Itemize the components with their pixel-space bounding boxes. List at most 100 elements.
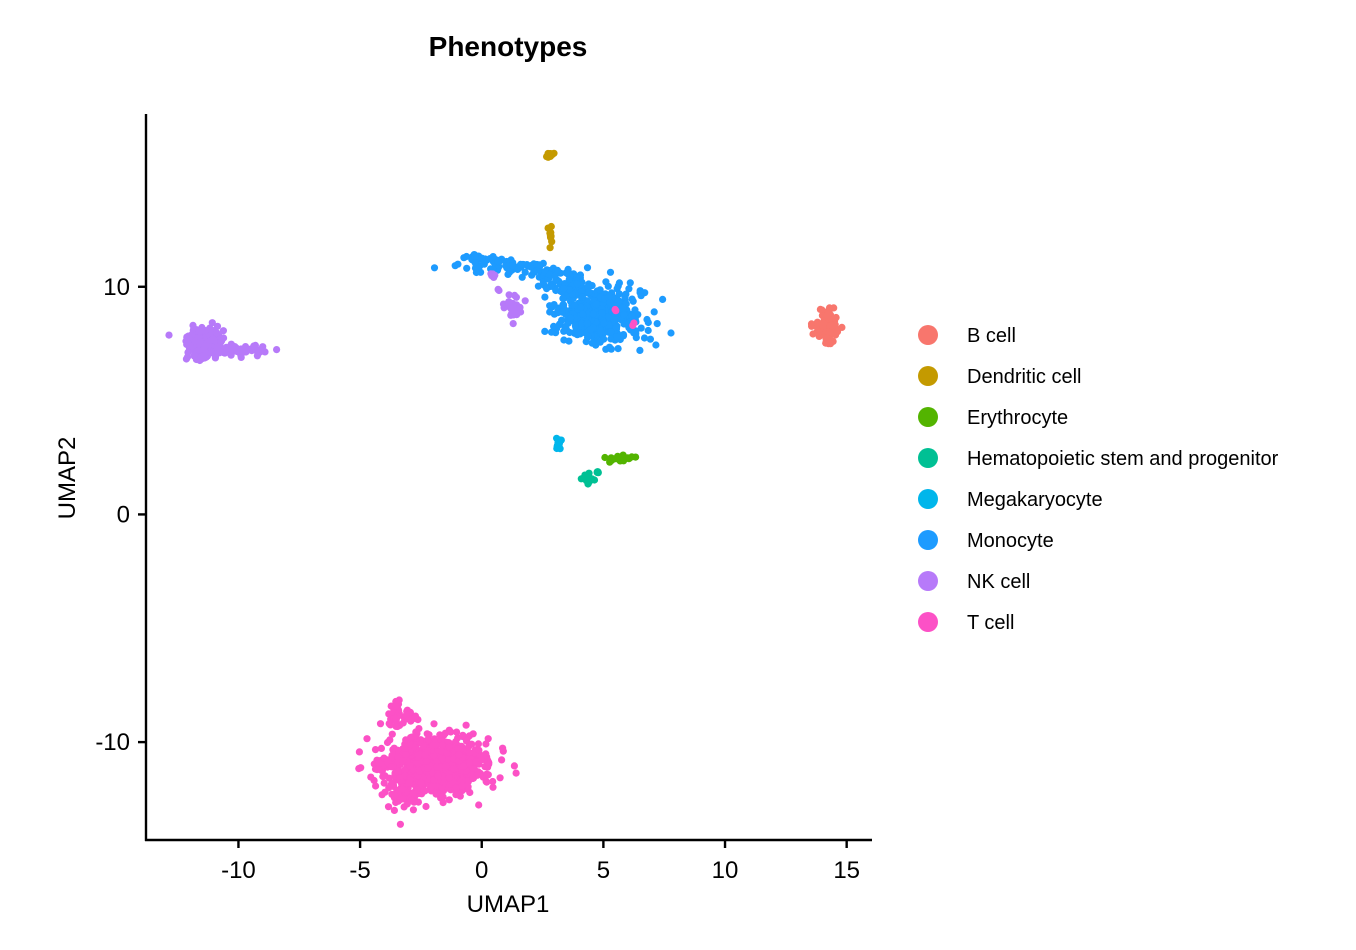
data-point — [545, 270, 554, 279]
legend-label: B cell — [967, 325, 1016, 347]
legend-label: Megakaryocyte — [967, 489, 1103, 511]
data-point — [619, 304, 627, 312]
data-point — [402, 751, 410, 759]
data-point — [465, 749, 474, 757]
data-point — [484, 735, 492, 743]
data-point — [555, 321, 563, 329]
data-point — [395, 696, 403, 704]
data-point — [505, 298, 513, 306]
data-point — [377, 744, 385, 753]
data-point — [566, 328, 574, 337]
data-point — [234, 345, 242, 353]
data-point — [442, 763, 450, 771]
y-axis-ticks: -10 0 10 — [95, 274, 146, 756]
data-point — [388, 730, 396, 738]
legend-swatch — [918, 571, 938, 591]
data-point — [585, 288, 593, 296]
data-point — [439, 799, 447, 807]
data-point — [590, 476, 599, 484]
data-point — [482, 777, 490, 786]
data-point — [565, 286, 574, 294]
data-point — [387, 763, 396, 771]
data-point — [578, 320, 586, 328]
data-point — [517, 260, 525, 268]
data-point — [578, 310, 587, 318]
data-point — [584, 476, 592, 484]
data-point — [443, 749, 451, 758]
data-point — [411, 714, 419, 723]
data-point — [600, 319, 608, 328]
data-point — [386, 736, 394, 744]
series-t-cell — [355, 305, 638, 828]
data-point — [498, 756, 506, 764]
data-point — [600, 335, 608, 343]
data-point — [406, 734, 415, 742]
data-point — [611, 305, 619, 314]
data-point — [445, 774, 453, 782]
data-point — [213, 343, 221, 351]
data-point — [555, 442, 563, 450]
data-point — [547, 222, 555, 231]
data-point — [510, 762, 518, 770]
legend-item: B cell — [918, 325, 1016, 347]
data-point — [820, 320, 828, 328]
data-point — [399, 757, 407, 765]
x-tick-label: 15 — [833, 857, 860, 884]
data-point — [541, 293, 549, 301]
data-point — [613, 333, 621, 341]
data-point — [453, 728, 461, 736]
data-point — [832, 313, 840, 322]
data-point — [636, 346, 644, 354]
data-point — [371, 746, 380, 754]
data-point — [384, 803, 393, 811]
data-point — [577, 303, 585, 311]
data-point — [620, 320, 628, 328]
data-point — [827, 321, 836, 330]
data-point — [502, 262, 510, 270]
legend-swatch — [918, 407, 938, 427]
data-point — [589, 310, 598, 318]
data-point — [619, 332, 628, 340]
legend-label: NK cell — [967, 571, 1030, 593]
data-point — [213, 329, 221, 337]
data-point — [408, 796, 416, 805]
data-point — [399, 795, 407, 803]
data-point — [438, 741, 446, 749]
data-point — [546, 231, 555, 240]
data-point — [550, 322, 558, 330]
data-point — [560, 285, 568, 293]
legend-swatch — [918, 325, 938, 345]
data-point — [516, 303, 524, 311]
data-point — [628, 312, 636, 320]
data-point — [485, 760, 493, 768]
data-point — [583, 264, 592, 272]
legend-label: T cell — [967, 612, 1014, 634]
data-point — [499, 744, 507, 752]
legend-item: Erythrocyte — [918, 407, 1068, 429]
data-point — [484, 771, 492, 779]
data-point — [405, 779, 413, 787]
data-point — [388, 751, 396, 760]
data-point — [475, 746, 483, 754]
chart-title: Phenotypes — [429, 31, 588, 62]
data-point — [415, 751, 423, 759]
data-point — [625, 285, 633, 293]
data-point — [505, 291, 513, 299]
legend-item: NK cell — [918, 571, 1030, 593]
data-point — [390, 744, 398, 752]
data-point — [399, 785, 407, 793]
data-point — [182, 355, 190, 363]
x-tick-label: -10 — [221, 857, 256, 884]
data-point — [833, 328, 842, 336]
data-point — [826, 328, 834, 336]
data-point — [605, 292, 614, 300]
data-point — [409, 790, 417, 798]
data-point — [577, 475, 585, 483]
data-point — [421, 751, 429, 759]
data-point — [535, 261, 543, 269]
data-point — [496, 774, 504, 782]
data-point — [367, 773, 375, 781]
data-point — [386, 721, 394, 729]
data-point — [518, 273, 526, 281]
